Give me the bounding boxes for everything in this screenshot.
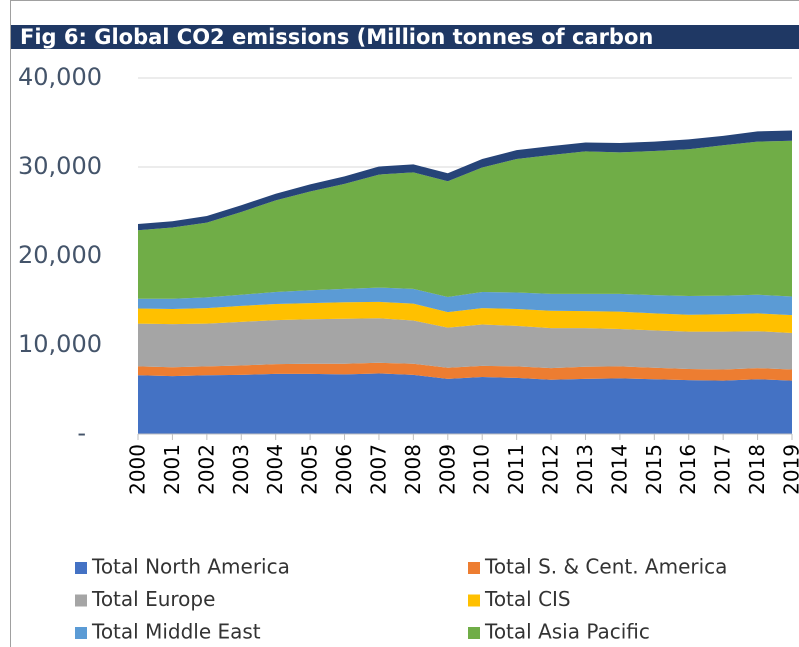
x-tick-label: 2018 <box>745 444 769 495</box>
x-tick-label: 2004 <box>263 444 287 495</box>
x-tick-label: 2001 <box>160 444 184 495</box>
legend-swatch <box>468 562 480 574</box>
legend-label: Total S. & Cent. America <box>484 555 727 579</box>
legend-label: Total Asia Pacific <box>484 620 650 644</box>
legend-swatch <box>75 594 87 607</box>
x-tick-label: 2013 <box>573 444 597 495</box>
x-tick-label: 2009 <box>435 444 459 495</box>
x-tick-label: 2003 <box>229 444 253 495</box>
legend-swatch <box>75 627 87 639</box>
x-tick-label: 2005 <box>298 444 322 495</box>
x-tick-label: 2010 <box>470 444 494 495</box>
y-tick-label: 20,000 <box>18 241 102 269</box>
y-tick-label: 10,000 <box>18 330 102 358</box>
area <box>138 301 792 333</box>
y-tick-label: 40,000 <box>18 63 102 91</box>
x-tick-label: 2012 <box>539 444 563 495</box>
y-tick-label: 30,000 <box>18 152 102 180</box>
title-bar <box>11 25 799 49</box>
x-tick-label: 2019 <box>780 444 799 495</box>
y-tick-label: - <box>77 419 86 447</box>
legend-label: Total CIS <box>484 587 571 611</box>
area <box>138 362 792 381</box>
area <box>138 287 792 316</box>
area <box>138 373 792 434</box>
area <box>138 130 792 231</box>
x-tick-label: 2006 <box>332 444 356 495</box>
chart-title: Fig 6: Global CO2 emissions (Million ton… <box>20 25 653 49</box>
area <box>138 318 792 370</box>
x-tick-label: 2007 <box>366 444 390 495</box>
x-tick-label: 2008 <box>401 444 425 495</box>
x-tick-label: 2002 <box>194 444 218 495</box>
x-tick-label: 2015 <box>642 444 666 495</box>
legend-swatch <box>468 594 480 607</box>
legend-swatch <box>468 627 480 639</box>
x-tick-label: 2011 <box>504 444 528 495</box>
x-tick-label: 2016 <box>676 444 700 495</box>
legend-label: Total Middle East <box>91 620 261 644</box>
x-tick-label: 2014 <box>607 444 631 495</box>
legend-label: Total Europe <box>91 587 215 611</box>
x-tick-label: 2000 <box>126 444 150 495</box>
x-tick-label: 2017 <box>711 444 735 495</box>
legend-label: Total North America <box>91 555 290 579</box>
legend-swatch <box>75 562 87 574</box>
area <box>138 140 792 299</box>
